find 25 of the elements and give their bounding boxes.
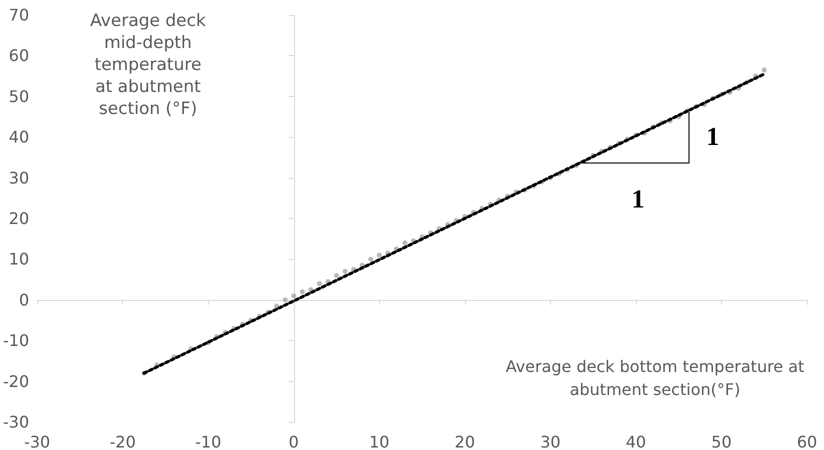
y-tick-label: 70 [8,6,30,24]
y-tick-label: 10 [8,250,30,269]
annotation: 1 [632,184,644,214]
x-tick-label: 20 [454,432,476,450]
y-tick-label: 0 [18,290,30,310]
x-tick-label: 40 [626,432,646,450]
x-tick-label: 0 [288,432,299,450]
x-tick-label: -20 [110,432,136,450]
y-tick-label: 60 [8,46,30,66]
y-axis-title: Average deck mid-depth temperature at abutment section (°F) [89,10,207,120]
y-tick-label: -20 [2,372,30,391]
y-tick-label: 30 [8,168,30,188]
annotation: 1 [706,122,720,152]
x-tick-label: -30 [24,432,50,450]
x-tick-label: 10 [369,432,390,450]
y-tick-label: -10 [2,331,30,350]
x-tick-label: 60 [796,432,818,450]
x-tick-label: -10 [195,432,222,450]
y-tick-label: 20 [8,209,30,228]
x-tick-label: 30 [540,432,561,450]
x-tick-label: 50 [711,432,732,450]
y-tick-label: -30 [2,412,30,432]
y-tick-label: 50 [8,86,30,106]
x-axis-title: Average deck bottom temperature at abutment section(°F) [504,356,806,401]
y-tick-label: 40 [8,128,30,147]
